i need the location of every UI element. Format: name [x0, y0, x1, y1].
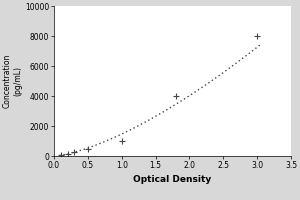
Y-axis label: Concentration
(pg/mL): Concentration (pg/mL): [3, 54, 22, 108]
X-axis label: Optical Density: Optical Density: [134, 175, 212, 184]
